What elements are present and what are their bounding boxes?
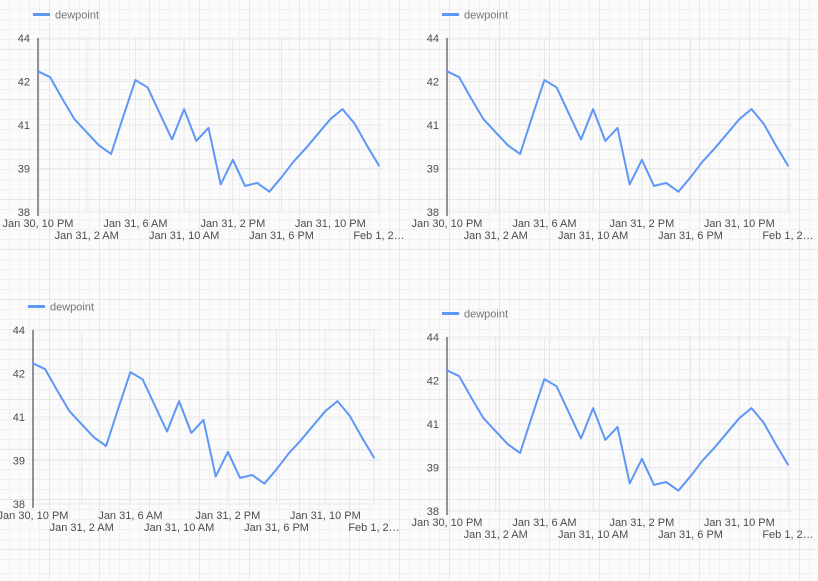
- x-tick-label: Jan 31, 10 AM: [558, 529, 628, 541]
- legend-label: dewpoint: [464, 10, 508, 22]
- x-tick-label: Jan 31, 2 PM: [200, 218, 265, 230]
- legend-label: dewpoint: [55, 10, 99, 22]
- y-tick-label: 39: [427, 462, 439, 474]
- x-tick-label: Jan 31, 10 AM: [558, 230, 628, 242]
- x-tick-label: Jan 31, 6 PM: [658, 529, 723, 541]
- y-tick-label: 44: [13, 325, 25, 337]
- x-tick-label: Jan 31, 10 AM: [144, 522, 214, 534]
- dewpoint-line: [446, 70, 789, 193]
- x-tick-label: Jan 31, 2 AM: [464, 230, 528, 242]
- x-tick-label: Jan 31, 10 AM: [149, 230, 219, 242]
- y-tick-label: 41: [427, 120, 439, 132]
- x-tick-label: Jan 30, 10 PM: [412, 517, 483, 529]
- x-tick-label: Jan 31, 6 PM: [658, 230, 723, 242]
- dewpoint-line: [446, 369, 789, 492]
- x-tick-label: Jan 31, 6 AM: [512, 218, 576, 230]
- x-tick-label: Feb 1, 2…: [762, 230, 813, 242]
- y-tick-label: 42: [13, 368, 25, 380]
- x-tick-label: Jan 31, 6 PM: [249, 230, 314, 242]
- y-tick-label: 39: [18, 163, 30, 175]
- x-tick-label: Jan 31, 6 AM: [98, 510, 162, 522]
- y-tick-label: 41: [18, 120, 30, 132]
- x-tick-label: Jan 31, 10 PM: [295, 218, 366, 230]
- y-tick-label: 39: [427, 163, 439, 175]
- x-tick-label: Jan 30, 10 PM: [3, 218, 74, 230]
- x-tick-label: Jan 31, 10 PM: [290, 510, 361, 522]
- x-tick-label: Jan 30, 10 PM: [0, 510, 68, 522]
- dewpoint-dashboard: { "page": { "background_color": "#fbfbfc…: [0, 0, 818, 564]
- y-tick-label: 42: [427, 76, 439, 88]
- dewpoint-line: [37, 70, 380, 193]
- y-tick-label: 44: [18, 33, 30, 45]
- x-tick-label: Jan 31, 2 AM: [464, 529, 528, 541]
- x-tick-label: Jan 31, 6 AM: [103, 218, 167, 230]
- y-tick-label: 42: [427, 375, 439, 387]
- x-tick-label: Jan 31, 6 AM: [512, 517, 576, 529]
- x-tick-label: Jan 31, 6 PM: [244, 522, 309, 534]
- x-tick-label: Feb 1, 2…: [762, 529, 813, 541]
- x-tick-label: Jan 31, 2 PM: [195, 510, 260, 522]
- y-tick-label: 41: [427, 419, 439, 431]
- legend-label: dewpoint: [464, 309, 508, 321]
- x-tick-label: Jan 31, 2 PM: [609, 517, 674, 529]
- x-tick-label: Jan 31, 2 PM: [609, 218, 674, 230]
- x-tick-label: Jan 31, 2 AM: [50, 522, 114, 534]
- legend-label: dewpoint: [50, 302, 94, 314]
- x-tick-label: Feb 1, 2…: [353, 230, 404, 242]
- x-tick-label: Jan 31, 2 AM: [55, 230, 119, 242]
- dewpoint-chart-bottom-right: 44 42 41 39 38 Jan 30, 10 PM Jan 31, 2 AM Jan 3…: [409, 299, 818, 581]
- y-tick-label: 38: [18, 207, 30, 219]
- y-tick-label: 42: [18, 76, 30, 88]
- x-tick-label: Jan 31, 10 PM: [704, 218, 775, 230]
- x-tick-label: Jan 30, 10 PM: [412, 218, 483, 230]
- y-tick-label: 44: [427, 33, 439, 45]
- y-tick-label: 44: [427, 332, 439, 344]
- y-tick-label: 38: [427, 207, 439, 219]
- x-tick-label: Feb 1, 2…: [348, 522, 399, 534]
- y-tick-label: 38: [427, 506, 439, 518]
- dewpoint-chart-top-right: 44 42 41 39 38 Jan 30, 10 PM Jan 31, 2 AM Jan 3…: [409, 0, 818, 282]
- dewpoint-chart-bottom-left: 44 42 41 39 38 Jan 30, 10 PM Jan 31, 2 AM Jan 3…: [0, 292, 404, 574]
- y-tick-label: 38: [13, 499, 25, 511]
- y-tick-label: 41: [13, 412, 25, 424]
- y-tick-label: 39: [13, 455, 25, 467]
- dewpoint-line: [32, 362, 375, 485]
- dewpoint-chart-top-left: 44 42 41 39 38 Jan 30, 10 PM Jan 31, 2 AM Jan 3…: [0, 0, 409, 282]
- x-tick-label: Jan 31, 10 PM: [704, 517, 775, 529]
